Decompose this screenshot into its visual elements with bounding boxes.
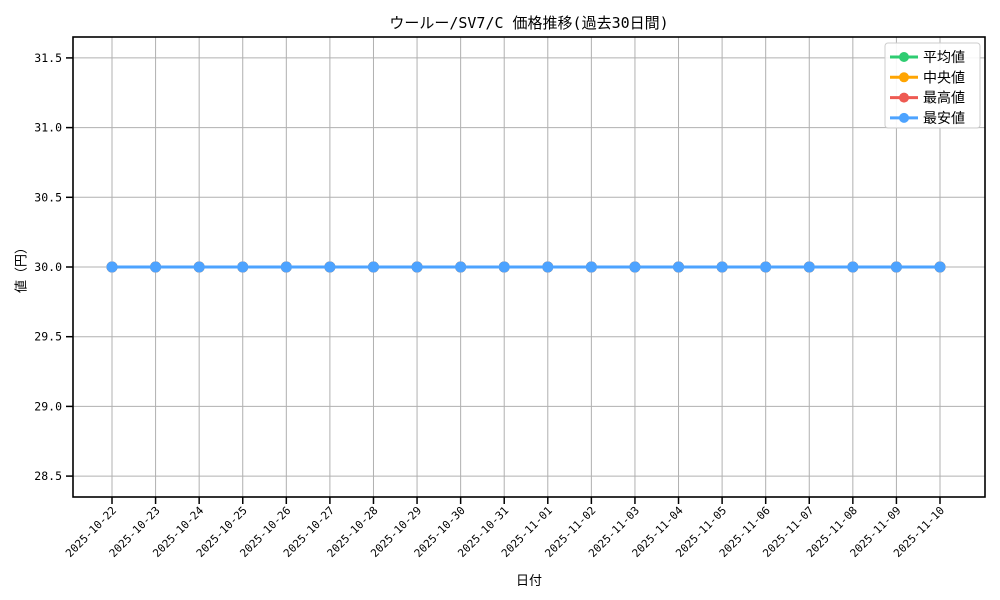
y-tick-label: 31.5: [34, 51, 62, 65]
data-point: [890, 261, 902, 273]
data-point: [280, 261, 292, 273]
y-tick-label: 29.5: [34, 330, 62, 344]
data-point: [803, 261, 815, 273]
legend-label: 中央値: [923, 70, 965, 86]
data-point: [542, 261, 554, 273]
data-point: [150, 261, 162, 273]
data-point: [934, 261, 946, 273]
y-tick-label: 29.0: [34, 399, 62, 413]
data-point: [629, 261, 641, 273]
legend-label: 平均値: [923, 50, 965, 66]
data-point: [106, 261, 118, 273]
data-point: [498, 261, 510, 273]
x-axis-label: 日付: [515, 574, 542, 589]
y-tick-label: 31.0: [34, 121, 62, 135]
y-tick-label: 30.0: [34, 260, 62, 274]
data-point: [585, 261, 597, 273]
data-point: [760, 261, 772, 273]
legend-swatch-marker: [899, 72, 909, 83]
legend-label: 最安値: [923, 111, 965, 127]
chart-title: ウールー/SV7/C 価格推移(過去30日間): [389, 14, 669, 32]
legend-box: [884, 42, 981, 129]
y-tick-label: 30.5: [34, 190, 62, 204]
data-point: [324, 261, 336, 273]
data-point: [847, 261, 859, 273]
data-point: [455, 261, 467, 273]
y-axis-label: 値（円）: [14, 240, 30, 294]
data-point: [673, 261, 685, 273]
y-tick-label: 28.5: [34, 469, 62, 483]
legend-swatch-marker: [899, 112, 909, 123]
legend-swatch-marker: [899, 92, 909, 103]
data-point: [411, 261, 423, 273]
data-point: [716, 261, 728, 273]
data-point: [237, 261, 249, 273]
legend-swatch-marker: [899, 52, 909, 62]
legend-label: 最高値: [923, 90, 965, 107]
data-point: [367, 261, 379, 273]
data-point: [193, 261, 205, 273]
